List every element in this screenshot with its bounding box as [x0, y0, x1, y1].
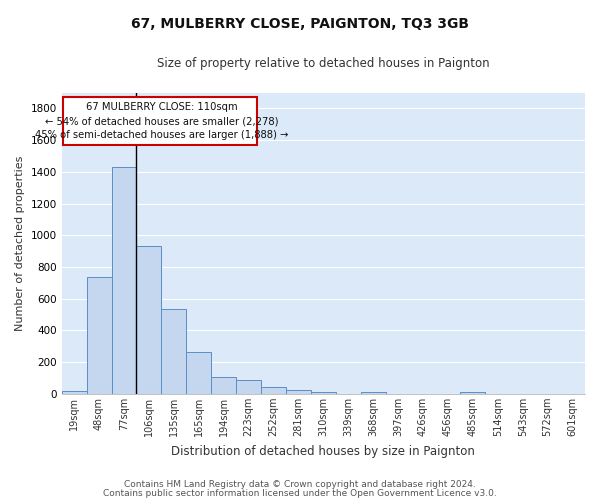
Bar — [311, 392, 336, 394]
Text: ← 54% of detached houses are smaller (2,278): ← 54% of detached houses are smaller (2,… — [44, 116, 278, 126]
Y-axis label: Number of detached properties: Number of detached properties — [15, 156, 25, 331]
Text: Contains HM Land Registry data © Crown copyright and database right 2024.: Contains HM Land Registry data © Crown c… — [124, 480, 476, 489]
Bar — [186, 352, 211, 394]
Bar — [161, 309, 186, 394]
FancyBboxPatch shape — [63, 98, 257, 145]
Text: Contains public sector information licensed under the Open Government Licence v3: Contains public sector information licen… — [103, 488, 497, 498]
Title: Size of property relative to detached houses in Paignton: Size of property relative to detached ho… — [157, 58, 490, 70]
Text: 67 MULBERRY CLOSE: 110sqm: 67 MULBERRY CLOSE: 110sqm — [86, 102, 237, 112]
Bar — [112, 167, 136, 394]
Bar — [361, 392, 386, 394]
X-axis label: Distribution of detached houses by size in Paignton: Distribution of detached houses by size … — [172, 444, 475, 458]
Bar — [286, 390, 311, 394]
Bar — [86, 276, 112, 394]
Bar — [211, 377, 236, 394]
Bar — [236, 380, 261, 394]
Text: 67, MULBERRY CLOSE, PAIGNTON, TQ3 3GB: 67, MULBERRY CLOSE, PAIGNTON, TQ3 3GB — [131, 18, 469, 32]
Bar — [460, 392, 485, 394]
Bar — [261, 387, 286, 394]
Bar — [62, 390, 86, 394]
Bar — [136, 246, 161, 394]
Text: 45% of semi-detached houses are larger (1,888) →: 45% of semi-detached houses are larger (… — [35, 130, 288, 140]
